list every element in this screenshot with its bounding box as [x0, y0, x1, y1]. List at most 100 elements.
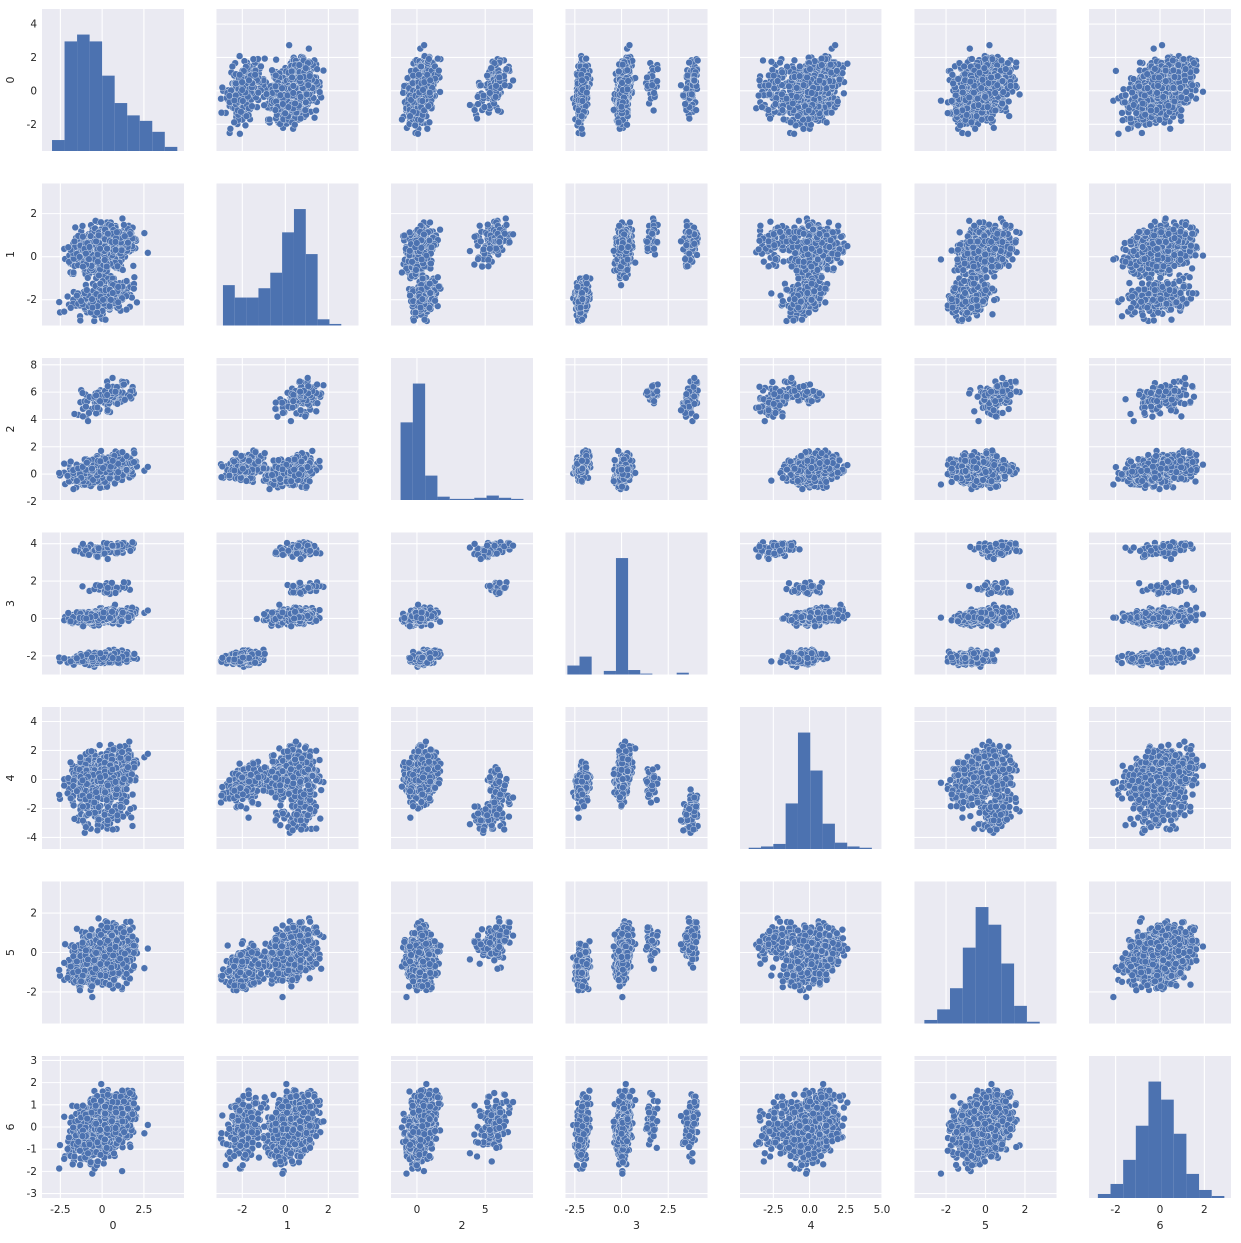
scatter-point [509, 76, 517, 85]
scatter-point [615, 67, 623, 76]
histogram-bar [52, 140, 65, 151]
scatter-point [766, 114, 774, 123]
scatter-point [238, 78, 246, 86]
scatter-point [834, 97, 842, 106]
scatter-point [818, 55, 826, 63]
scatter-point [790, 56, 799, 64]
scatter-point [624, 77, 632, 85]
scatter-point [492, 93, 500, 101]
scatter-point [575, 118, 583, 126]
scatter-point [617, 103, 626, 111]
scatter-point [209, 92, 216, 99]
scatter-point [623, 85, 632, 93]
histogram-bar [64, 41, 78, 151]
histogram-bar [127, 115, 140, 151]
scatter-point [685, 114, 693, 123]
scatter-point [767, 58, 776, 66]
scatter-point [835, 76, 844, 84]
scatter-point [302, 64, 310, 72]
scatter-point [418, 97, 426, 105]
scatter-point [805, 106, 813, 115]
scatter-point [236, 130, 244, 138]
scatter-point [398, 115, 406, 124]
scatter-point [254, 89, 262, 97]
scatter-point [276, 91, 284, 99]
scatter-point [425, 118, 433, 126]
scatter-0-1 [209, 41, 328, 138]
scatter-point [806, 65, 814, 73]
scatter-point [623, 121, 631, 129]
scatter-point [295, 61, 303, 69]
scatter-point [677, 81, 685, 89]
scatter-point [297, 114, 305, 123]
scatter-point [423, 125, 431, 133]
scatter-point [281, 109, 289, 117]
scatter-point [765, 90, 774, 98]
scatter-point [436, 88, 444, 96]
scatter-point [236, 52, 244, 60]
scatter-point [238, 86, 246, 94]
scatter-point [683, 71, 692, 80]
scatter-point [263, 90, 271, 98]
scatter-point [799, 125, 808, 133]
scatter-point [615, 118, 623, 127]
scatter-point [237, 108, 245, 116]
scatter-point [474, 93, 482, 101]
scatter-point [297, 93, 305, 101]
scatter-point [583, 89, 591, 97]
histogram-bar [139, 120, 153, 151]
scatter-point [694, 56, 702, 65]
scatter-point [494, 106, 502, 115]
scatter-point [479, 91, 488, 100]
scatter-point [776, 59, 784, 67]
scatter-point [780, 115, 788, 123]
scatter-point [685, 59, 693, 67]
scatter-0-3 [569, 41, 702, 138]
scatter-point [578, 76, 586, 84]
scatter-point [424, 102, 432, 110]
histogram-bar [114, 103, 128, 151]
scatter-point [473, 114, 481, 123]
scatter-point [310, 114, 319, 122]
histogram-bar [77, 34, 90, 151]
scatter-point [230, 118, 238, 126]
scatter-point [278, 84, 286, 92]
data-marks [52, 34, 1225, 1198]
scatter-point [435, 67, 443, 75]
scatter-point [306, 72, 314, 80]
scatter-point [251, 71, 259, 79]
scatter-point [226, 125, 234, 133]
scatter-point [414, 130, 422, 138]
scatter-point [789, 99, 797, 108]
scatter-point [313, 65, 321, 73]
scatter-point [420, 41, 428, 49]
scatter-point [471, 106, 479, 114]
scatter-point [291, 121, 299, 129]
scatter-point [770, 84, 778, 92]
scatter-point [778, 68, 786, 76]
scatter-point [618, 79, 626, 87]
scatter-point [755, 91, 763, 100]
scatter-point [312, 106, 320, 115]
scatter-point [434, 55, 442, 63]
scatter-point [236, 71, 244, 79]
scatter-point [425, 55, 433, 63]
scatter-point [218, 83, 226, 92]
scatter-point [778, 106, 787, 114]
scatter-point [261, 55, 269, 63]
scatter-point [426, 89, 434, 97]
scatter-point [790, 130, 798, 138]
scatter-point [833, 67, 841, 75]
scatter-point [823, 118, 831, 127]
scatter-point [831, 41, 839, 49]
scatter-point [653, 77, 661, 85]
scatter-point [688, 90, 696, 98]
scatter-point [480, 103, 488, 111]
scatter-point [239, 97, 247, 105]
scatter-point [502, 65, 511, 73]
scatter-point [426, 76, 434, 84]
scatter-point [483, 72, 491, 80]
scatter-point [770, 72, 778, 80]
scatter-point [288, 67, 296, 75]
